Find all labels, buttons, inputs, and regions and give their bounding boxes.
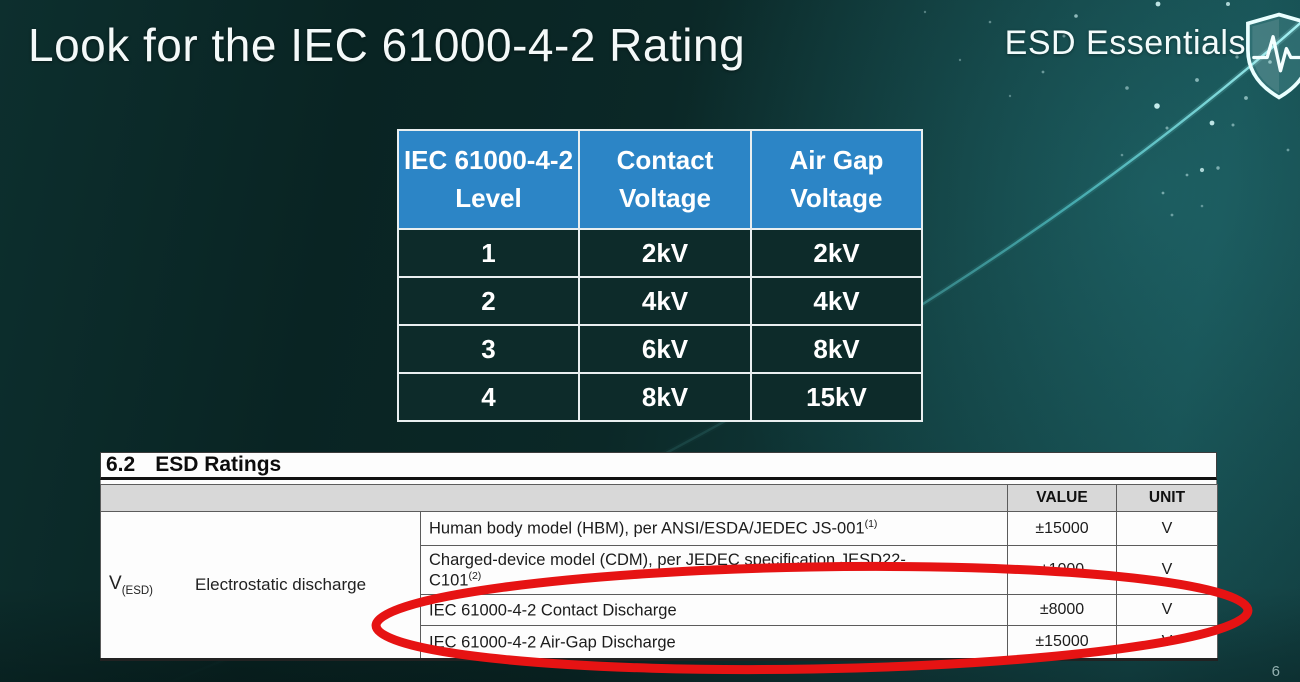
sparkle-dot [1041,70,1045,74]
datasheet-section-heading: 6.2 ESD Ratings [100,452,1217,480]
sparkle-dot [1154,103,1160,109]
level-table-row: 3 6kV 8kV [397,324,923,374]
sparkle-dot [1185,173,1189,177]
level-table-row: 4 8kV 15kV [397,372,923,422]
sparkle-dot [923,10,927,14]
level-table-row: 1 2kV 2kV [397,228,923,278]
shield-pulse-logo-icon [1246,12,1300,100]
rating-description: IEC 61000-4-2 Air-Gap Discharge [420,625,1008,660]
rating-value: ±1000 [1007,545,1117,595]
rating-description: Charged-device model (CDM), per JEDEC sp… [420,545,1008,595]
level-cell: 2 [397,276,580,326]
level-table-header: Air Gap Voltage [750,129,923,230]
value-header: VALUE [1007,484,1117,512]
sparkle-dot [1161,191,1165,195]
level-table-row: 2 4kV 4kV [397,276,923,326]
level-cell: 2kV [750,228,923,278]
sparkle-dot [1200,204,1204,208]
sparkle-dot [1165,126,1169,130]
empty-header-cell [100,484,1008,512]
sparkle-dot [1170,213,1174,217]
level-cell: 8kV [750,324,923,374]
rating-unit: V [1116,594,1218,626]
unit-header: UNIT [1116,484,1218,512]
level-cell: 4 [397,372,580,422]
sparkle-dot [1199,167,1205,173]
slide-title: Look for the IEC 61000-4-2 Rating [28,19,746,71]
rating-value: ±15000 [1007,511,1117,546]
sparkle-dot [1155,1,1161,7]
level-cell: 4kV [750,276,923,326]
rating-description: Human body model (HBM), per ANSI/ESDA/JE… [420,511,1008,546]
rating-unit: V [1116,545,1218,595]
level-cell: 1 [397,228,580,278]
page-number: 6 [1271,663,1280,680]
sparkle-dot [1216,166,1220,170]
level-cell: 6kV [578,324,752,374]
brand-text: ESD Essentials [1004,24,1246,62]
sparkle-dot [1074,14,1078,18]
esd-ratings-table: VALUE UNIT V(ESD) Electrostatic discharge… [100,484,1218,661]
level-cell: 15kV [750,372,923,422]
level-cell: 3 [397,324,580,374]
rating-value: ±8000 [1007,594,1117,626]
sparkle-dot [988,20,992,24]
parameter-name: Electrostatic discharge [195,574,367,594]
rating-unit: V [1116,625,1218,660]
datasheet-panel: 6.2 ESD Ratings VALUE UNIT V(ESD) Electro… [100,452,1218,661]
sparkle-dot [958,58,962,62]
rating-value: ±15000 [1007,625,1117,660]
iec-level-table: IEC 61000-4-2 Level Contact Voltage Air … [397,129,923,422]
level-cell: 2kV [578,228,752,278]
datasheet-spacer [100,480,1217,484]
level-table-header-row: IEC 61000-4-2 Level Contact Voltage Air … [397,129,923,230]
level-cell: 8kV [578,372,752,422]
sparkle-dot [1120,153,1124,157]
sparkle-dot [1008,94,1012,98]
sparkle-dot [1226,2,1230,6]
sparkle-dot [1209,120,1215,126]
level-table-header: IEC 61000-4-2 Level [397,129,580,230]
sparkle-dot [1125,86,1129,90]
symbol-parameter-cell: V(ESD) Electrostatic discharge [100,511,421,660]
sparkle-dot [1231,123,1235,127]
section-number: 6.2 [106,453,136,476]
sparkle-dot [1195,78,1199,82]
level-table-header: Contact Voltage [578,129,752,230]
ratings-header-row: VALUE UNIT [100,484,1218,512]
sparkle-dot [1286,148,1290,152]
section-title: ESD Ratings [155,453,282,476]
rating-description: IEC 61000-4-2 Contact Discharge [420,594,1008,626]
ratings-row: V(ESD) Electrostatic discharge Human body … [100,511,1218,660]
symbol: V(ESD) [109,573,153,597]
level-cell: 4kV [578,276,752,326]
rating-unit: V [1116,511,1218,546]
